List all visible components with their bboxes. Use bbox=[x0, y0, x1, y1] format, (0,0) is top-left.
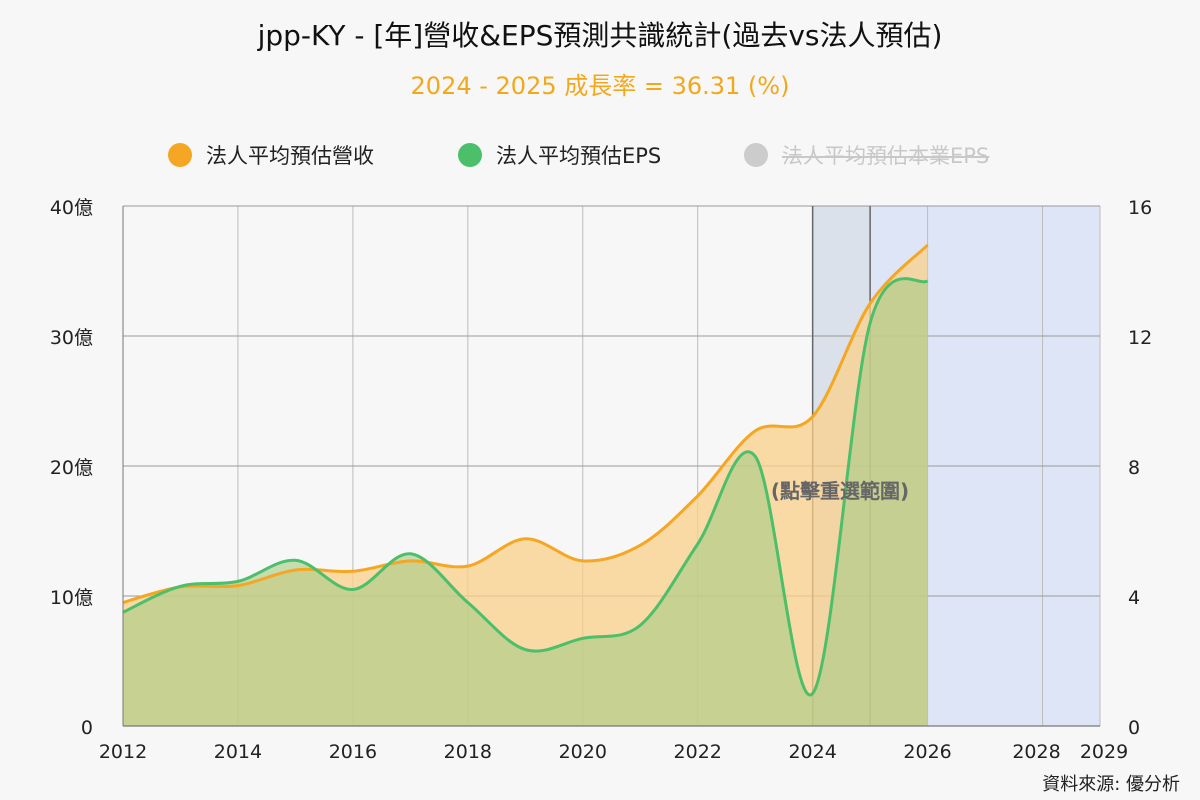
data-point[interactable] bbox=[640, 625, 641, 626]
data-point[interactable] bbox=[352, 589, 353, 590]
data-point[interactable] bbox=[410, 553, 411, 554]
data-point[interactable] bbox=[295, 570, 296, 571]
y-right-tick-label: 16 bbox=[1128, 197, 1152, 219]
x-tick-label: 2029 bbox=[1080, 741, 1128, 763]
legend-label-eps: 法人平均預估EPS bbox=[496, 144, 662, 168]
x-tick-label: 2022 bbox=[674, 741, 722, 763]
data-source: 資料來源: 優分析 bbox=[1042, 774, 1180, 795]
legend-dot-core-eps bbox=[744, 143, 768, 167]
legend-dot-revenue bbox=[168, 143, 192, 167]
data-point[interactable] bbox=[927, 280, 928, 281]
data-point[interactable] bbox=[870, 303, 871, 304]
data-point[interactable] bbox=[410, 560, 411, 561]
data-point[interactable] bbox=[237, 585, 238, 586]
y-left-tick-label: 10億 bbox=[50, 587, 93, 609]
data-point[interactable] bbox=[123, 612, 124, 613]
data-point[interactable] bbox=[755, 456, 756, 457]
data-point[interactable] bbox=[870, 323, 871, 324]
y-right-tick-label: 4 bbox=[1128, 587, 1140, 609]
chart-title: jpp-KY - [年]營收&EPS預測共識統計(過去vs法人預估) bbox=[257, 19, 943, 52]
series-area-eps bbox=[123, 278, 928, 726]
data-point[interactable] bbox=[467, 602, 468, 603]
legend-dot-eps bbox=[458, 143, 482, 167]
y-right-tick-label: 12 bbox=[1128, 327, 1152, 349]
data-point[interactable] bbox=[467, 566, 468, 567]
region-band-forecast[interactable] bbox=[870, 206, 1100, 726]
x-tick-label: 2026 bbox=[903, 741, 951, 763]
data-point[interactable] bbox=[755, 430, 756, 431]
data-point[interactable] bbox=[927, 245, 928, 246]
y-right-tick-label: 0 bbox=[1128, 717, 1140, 739]
data-point[interactable] bbox=[180, 586, 181, 587]
data-point[interactable] bbox=[697, 495, 698, 496]
data-point[interactable] bbox=[123, 602, 124, 603]
reset-range-hint[interactable]: (點擊重選範圍) bbox=[771, 479, 909, 503]
y-left-tick-label: 30億 bbox=[50, 327, 93, 349]
chart-subtitle: 2024 - 2025 成長率 = 36.31 (%) bbox=[410, 72, 790, 100]
data-point[interactable] bbox=[812, 693, 813, 694]
y-left-tick-label: 0 bbox=[81, 717, 93, 739]
data-point[interactable] bbox=[640, 545, 641, 546]
data-point[interactable] bbox=[525, 538, 526, 539]
legend-label-revenue: 法人平均預估營收 bbox=[206, 144, 374, 168]
data-point[interactable] bbox=[697, 544, 698, 545]
data-point[interactable] bbox=[352, 571, 353, 572]
y-left-tick-label: 20億 bbox=[50, 457, 93, 479]
series-line-revenue[interactable] bbox=[122, 243, 929, 604]
data-point[interactable] bbox=[180, 586, 181, 587]
y-right-tick-label: 8 bbox=[1128, 457, 1140, 479]
legend-item-eps[interactable]: 法人平均預估EPS bbox=[458, 140, 661, 170]
x-tick-label: 2014 bbox=[214, 741, 262, 763]
data-point[interactable] bbox=[812, 416, 813, 417]
data-point[interactable] bbox=[237, 581, 238, 582]
series-line-eps[interactable] bbox=[122, 277, 929, 697]
x-tick-label: 2012 bbox=[99, 741, 147, 763]
region-band-selected[interactable] bbox=[812, 206, 871, 726]
x-tick-label: 2028 bbox=[1012, 741, 1060, 763]
x-tick-label: 2024 bbox=[788, 741, 836, 763]
legend-item-core-eps[interactable]: 法人平均預估本業EPS bbox=[744, 140, 989, 170]
legend-item-revenue[interactable]: 法人平均預估營收 bbox=[168, 140, 374, 170]
x-tick-label: 2018 bbox=[444, 741, 492, 763]
legend: 法人平均預估營收 法人平均預估EPS 法人平均預估本業EPS bbox=[0, 140, 1200, 176]
data-point[interactable] bbox=[295, 560, 296, 561]
x-tick-label: 2020 bbox=[559, 741, 607, 763]
y-left-tick-label: 40億 bbox=[50, 197, 93, 219]
data-point[interactable] bbox=[582, 638, 583, 639]
data-point[interactable] bbox=[525, 649, 526, 650]
legend-label-core-eps: 法人平均預估本業EPS bbox=[782, 144, 990, 168]
series-area-revenue bbox=[123, 245, 928, 726]
data-point[interactable] bbox=[582, 560, 583, 561]
x-tick-label: 2016 bbox=[329, 741, 377, 763]
